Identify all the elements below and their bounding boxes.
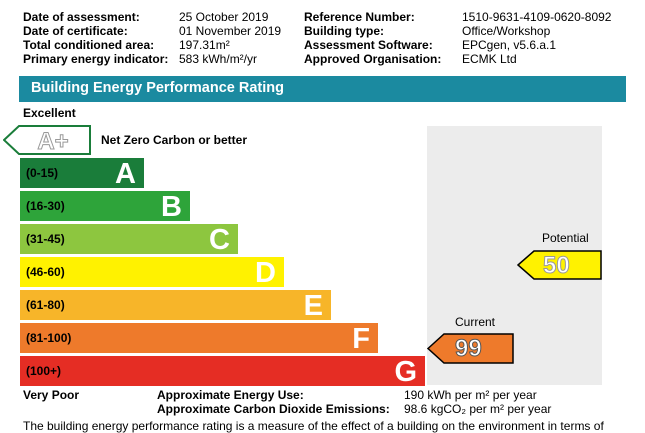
assessment-value-2: 197.31m²	[179, 38, 230, 52]
current-pointer	[427, 333, 514, 364]
band-a-letter: A	[115, 158, 136, 190]
organisation-value: ECMK Ltd	[462, 52, 517, 66]
software-label: Assessment Software:	[304, 38, 433, 52]
band-f-letter: F	[352, 323, 370, 355]
assessment-label-0: Date of assessment:	[23, 10, 140, 24]
band-c: (31-45) C	[20, 224, 238, 256]
potential-value: 50	[543, 252, 571, 280]
band-d: (46-60) D	[20, 257, 284, 289]
assessment-label-2: Total conditioned area:	[23, 38, 155, 52]
current-title: Current	[455, 315, 496, 329]
assessment-value-0: 25 October 2019	[179, 10, 269, 24]
current-value: 99	[455, 335, 483, 363]
band-e-letter: E	[303, 290, 323, 322]
building-type-label: Building type:	[304, 24, 384, 38]
band-g-range: (100+)	[26, 364, 62, 378]
band-g: (100+) G	[20, 356, 425, 388]
potential-title: Potential	[542, 231, 589, 245]
band-a: (0-15) A	[20, 158, 144, 190]
assessment-value-1: 01 November 2019	[179, 24, 282, 38]
building-type-value: Office/Workshop	[462, 24, 551, 38]
net-zero-arrow: A+	[3, 125, 91, 155]
svg-text:A+: A+	[37, 128, 68, 155]
reference-value: 1510-9631-4109-0620-8092	[462, 10, 612, 24]
band-b-range: (16-30)	[26, 199, 65, 213]
band-a-range: (0-15)	[26, 166, 59, 180]
band-b-letter: B	[161, 191, 182, 223]
organisation-label: Approved Organisation:	[304, 52, 442, 66]
assessment-value-3: 583 kWh/m²/yr	[179, 52, 258, 66]
band-g-letter: G	[394, 356, 417, 388]
band-d-range: (46-60)	[26, 265, 65, 279]
potential-pointer	[517, 250, 602, 280]
net-zero-label: Net Zero Carbon or better	[101, 133, 248, 147]
band-c-letter: C	[209, 224, 230, 256]
rating-description: The building energy performance rating i…	[23, 419, 604, 433]
assessment-label-3: Primary energy indicator:	[23, 52, 169, 66]
band-d-letter: D	[255, 257, 276, 289]
rating-title: Building Energy Performance Rating	[31, 80, 284, 96]
band-e: (61-80) E	[20, 290, 331, 322]
band-c-range: (31-45)	[26, 232, 65, 246]
band-e-range: (61-80)	[26, 298, 65, 312]
co2-value: 98.6 kgCO₂ per m² per year	[404, 402, 552, 416]
energy-use-value: 190 kWh per m² per year	[404, 388, 537, 402]
software-value: EPCgen, v5.6.a.1	[462, 38, 557, 52]
co2-label: Approximate Carbon Dioxide Emissions:	[157, 402, 390, 416]
energy-use-label: Approximate Energy Use:	[157, 388, 304, 402]
band-f: (81-100) F	[20, 323, 378, 355]
excellent-label: Excellent	[23, 106, 76, 120]
reference-label: Reference Number:	[304, 10, 415, 24]
band-f-range: (81-100)	[26, 331, 72, 345]
assessment-label-1: Date of certificate:	[23, 24, 128, 38]
band-b: (16-30) B	[20, 191, 190, 223]
rating-header: Building Energy Performance Rating	[19, 76, 626, 102]
very-poor-label: Very Poor	[23, 388, 80, 402]
